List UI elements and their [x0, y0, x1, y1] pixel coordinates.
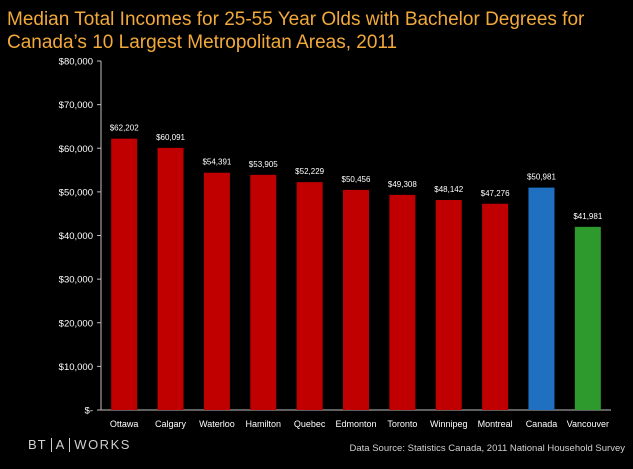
data-label: $52,229 [295, 167, 324, 176]
x-tick-label: Vancouver [567, 419, 609, 429]
chart-title-line-1: Median Total Incomes for 25-55 Year Olds… [7, 9, 585, 30]
chart-title-line-2: Canada’s 10 Largest Metropolitan Areas, … [7, 32, 398, 53]
data-label: $53,905 [249, 160, 278, 169]
logo-works: WORKS [74, 437, 131, 452]
data-label: $50,456 [342, 175, 371, 184]
chart-bars [111, 138, 601, 410]
data-source-note: Data Source: Statistics Canada, 2011 Nat… [349, 443, 625, 454]
x-tick-label: Canada [526, 419, 558, 429]
bar-edmonton [343, 189, 369, 410]
x-tick-label: Waterloo [199, 419, 235, 429]
x-tick-label: Edmonton [335, 419, 376, 429]
x-tick-label: Montreal [478, 419, 513, 429]
x-tick-label: Hamilton [246, 419, 282, 429]
x-tick-label: Quebec [294, 419, 326, 429]
bar-hamilton [250, 174, 277, 410]
y-tick-label: $40,000 [59, 231, 93, 242]
bar-waterloo [203, 172, 230, 410]
y-tick-label: $70,000 [59, 100, 93, 111]
bar-vancouver [574, 226, 601, 410]
data-label: $49,308 [388, 180, 417, 189]
logo-bt: BT [28, 437, 47, 452]
y-tick-label: $60,000 [59, 144, 93, 155]
bar-montreal [482, 203, 509, 410]
bt-a-works-logo: BT A WORKS [28, 437, 131, 452]
data-label: $60,091 [156, 133, 185, 142]
x-tick-label: Toronto [387, 419, 417, 429]
data-label: $41,981 [573, 212, 602, 221]
y-tick-label: $30,000 [59, 275, 93, 286]
y-tick-label: $20,000 [59, 318, 93, 329]
bar-quebec [296, 182, 323, 410]
y-tick-label: $80,000 [59, 57, 93, 68]
bar-canada [528, 187, 555, 410]
y-tick-label: $10,000 [59, 362, 93, 373]
bar-winnipeg [435, 199, 462, 410]
data-label: $47,276 [481, 189, 510, 198]
bar-ottawa [111, 138, 138, 410]
data-label: $50,981 [527, 173, 556, 182]
chart-title: Median Total Incomes for 25-55 Year Olds… [7, 8, 627, 54]
x-tick-label: Winnipeg [430, 419, 468, 429]
bar-calgary [157, 147, 184, 410]
y-tick-label: $50,000 [59, 187, 93, 198]
data-label: $48,142 [434, 185, 463, 194]
logo-divider [50, 437, 52, 452]
x-tick-label: Calgary [155, 419, 187, 429]
data-label: $62,202 [110, 124, 139, 133]
y-tick-label: $- [85, 406, 93, 417]
chart-labels: $62,202 Ottawa $60,091 Calgary $54,391 Waterl… [110, 124, 609, 429]
chart-axes: $- $10,000 $20,000 $30,000 $40,000 $50,000 $60… [59, 57, 611, 417]
data-label: $54,391 [202, 158, 231, 167]
logo-divider-2 [69, 437, 71, 452]
logo-a: A [55, 437, 66, 452]
bar-toronto [389, 194, 416, 410]
x-tick-label: Ottawa [110, 419, 139, 429]
